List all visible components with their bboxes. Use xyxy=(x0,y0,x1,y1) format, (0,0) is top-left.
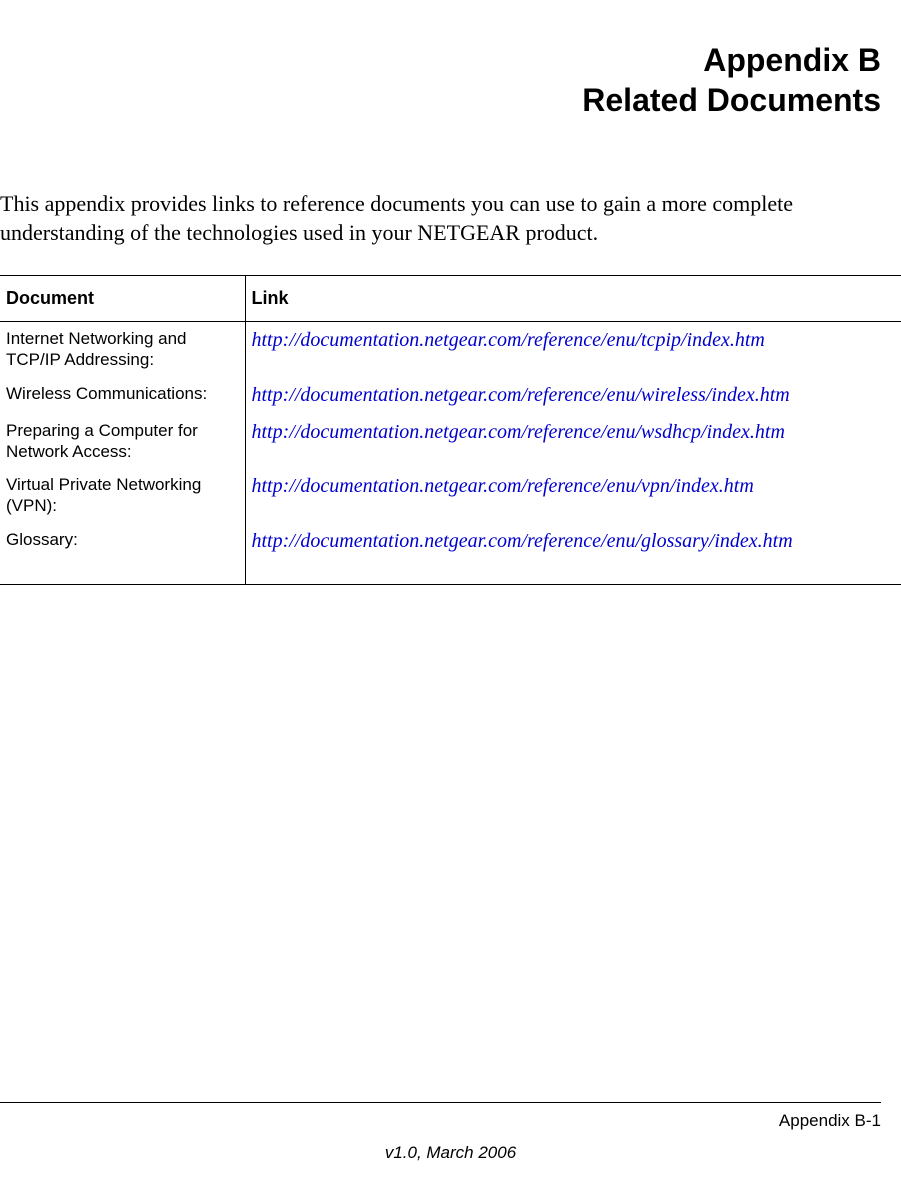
table-row: Virtual Private Networking (VPN): http:/… xyxy=(0,468,901,523)
cell-link[interactable]: http://documentation.netgear.com/referen… xyxy=(245,377,901,414)
title-line-1: Appendix B xyxy=(0,40,881,80)
cell-link[interactable]: http://documentation.netgear.com/referen… xyxy=(245,414,901,469)
header-document: Document xyxy=(0,276,245,322)
table-header-row: Document Link xyxy=(0,276,901,322)
table-row: Wireless Communications: http://document… xyxy=(0,377,901,414)
table-row: Preparing a Computer for Network Access:… xyxy=(0,414,901,469)
cell-document: Virtual Private Networking (VPN): xyxy=(0,468,245,523)
cell-link[interactable]: http://documentation.netgear.com/referen… xyxy=(245,523,901,585)
footer-rule xyxy=(0,1102,881,1103)
table-row: Glossary: http://documentation.netgear.c… xyxy=(0,523,901,585)
table-row: Internet Networking and TCP/IP Addressin… xyxy=(0,322,901,377)
cell-document: Internet Networking and TCP/IP Addressin… xyxy=(0,322,245,377)
intro-paragraph: This appendix provides links to referenc… xyxy=(0,120,901,247)
header-link: Link xyxy=(245,276,901,322)
cell-document: Glossary: xyxy=(0,523,245,585)
title-line-2: Related Documents xyxy=(0,80,881,120)
page: Appendix B Related Documents This append… xyxy=(0,0,901,1193)
cell-link[interactable]: http://documentation.netgear.com/referen… xyxy=(245,322,901,377)
footer-page-label: Appendix B-1 xyxy=(779,1111,881,1131)
documents-table: Document Link Internet Networking and TC… xyxy=(0,275,901,585)
footer-version: v1.0, March 2006 xyxy=(0,1143,901,1163)
title-block: Appendix B Related Documents xyxy=(0,0,901,120)
cell-link[interactable]: http://documentation.netgear.com/referen… xyxy=(245,468,901,523)
cell-document: Wireless Communications: xyxy=(0,377,245,414)
cell-document: Preparing a Computer for Network Access: xyxy=(0,414,245,469)
